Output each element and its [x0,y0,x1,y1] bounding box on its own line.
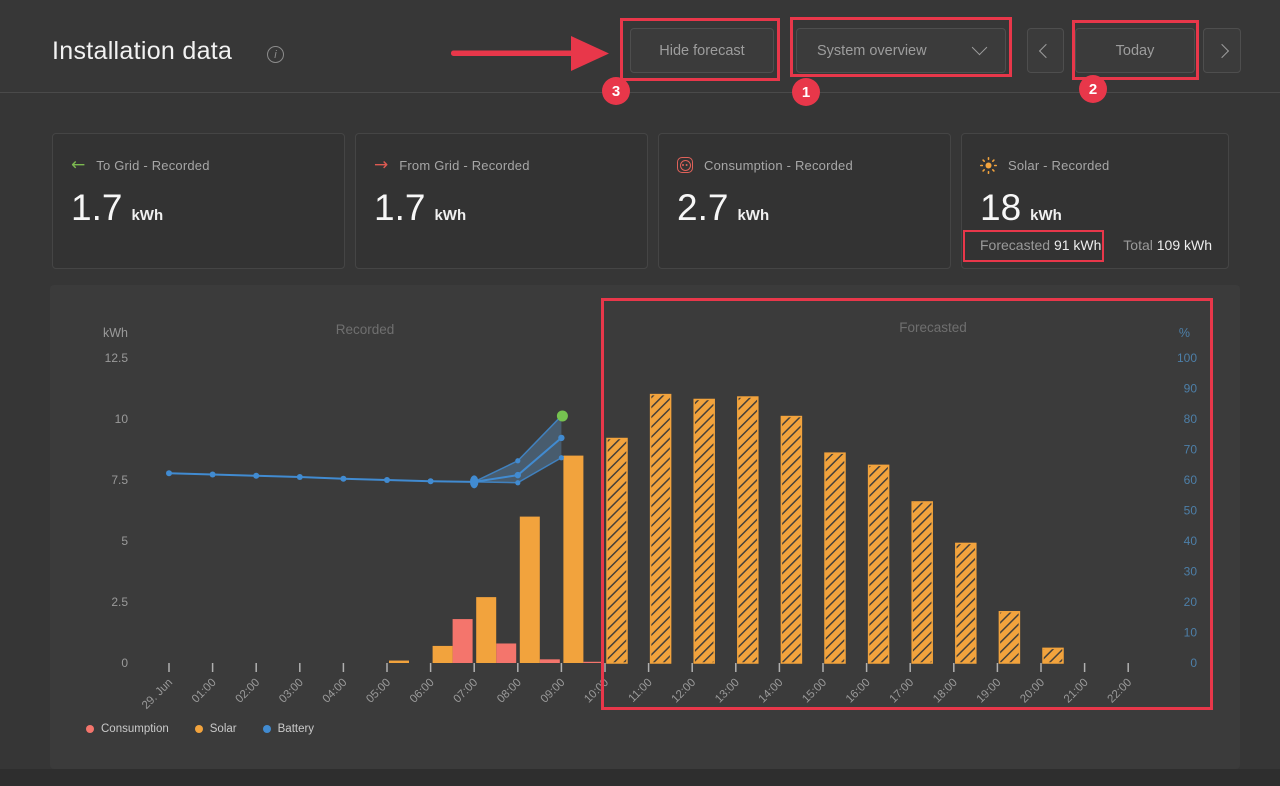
card-from-grid: → From Grid - Recorded 1.7 kWh [355,133,648,269]
card-value: 18 [980,187,1022,228]
card-label: From Grid - Recorded [399,157,530,173]
svg-text:29. Jun: 29. Jun [140,677,175,712]
card-solar: Solar - Recorded 18 kWh Forecasted 91 kW… [961,133,1229,269]
battery-dot-icon [262,725,271,733]
svg-text:17:00: 17:00 [887,677,916,706]
today-label: Today [1115,42,1155,59]
svg-text:Forecasted: Forecasted [899,320,967,335]
card-value: 1.7 [71,187,123,228]
card-unit: kWh [1030,207,1062,224]
card-unit: kWh [737,207,770,224]
svg-text:10: 10 [1184,626,1198,640]
svg-text:7.5: 7.5 [111,473,128,487]
solar-total-text: Total 109 kWh [1123,237,1212,253]
card-label: Solar - Recorded [1008,157,1110,173]
svg-text:18:00: 18:00 [931,677,960,706]
sun-icon [980,156,997,174]
next-period-button[interactable] [1203,28,1241,73]
svg-text:19:00: 19:00 [975,677,1004,706]
chevron-down-icon [971,39,988,56]
card-value: 2.7 [677,187,729,228]
today-button[interactable]: Today [1075,28,1195,73]
energy-chart-panel: kWh 12.5 10 7.5 5 2.5 0% 100 90 80 70 60 50 40 30 20 10 0… [50,285,1240,769]
header: Installation data i Hide forecast System… [0,0,1280,92]
svg-text:60: 60 [1184,473,1198,487]
legend-item-consumption[interactable]: Consumption [86,723,169,735]
arrow-right-red-icon: → [374,154,389,175]
card-consumption: Consumption - Recorded 2.7 kWh [658,133,951,269]
svg-text:22:00: 22:00 [1105,677,1134,706]
svg-text:03:00: 03:00 [277,677,306,706]
card-unit: kWh [131,207,164,224]
legend-item-solar[interactable]: Solar [194,723,237,735]
svg-text:10: 10 [115,412,129,426]
page-title: Installation data [52,37,233,65]
svg-text:20: 20 [1184,595,1198,609]
svg-text:16:00: 16:00 [844,677,873,706]
chart-legend: Consumption Solar Battery [86,723,314,735]
card-label: To Grid - Recorded [96,157,210,173]
svg-text:14:00: 14:00 [757,677,786,706]
svg-text:06:00: 06:00 [408,677,437,706]
card-value: 1.7 [374,187,426,228]
annotation-badge-3: 3 [602,77,630,105]
bottom-strip [0,769,1280,786]
svg-text:15:00: 15:00 [800,677,829,706]
hide-forecast-button[interactable]: Hide forecast [630,28,774,73]
legend-item-battery[interactable]: Battery [262,723,315,735]
annotation-badge-1: 1 [792,78,820,106]
svg-text:01:00: 01:00 [190,677,219,706]
view-selector-label: System overview [817,42,927,59]
svg-text:05:00: 05:00 [364,677,393,706]
svg-text:0: 0 [121,656,128,670]
arrow-left-green-icon: ← [71,154,86,175]
svg-text:02:00: 02:00 [233,677,262,706]
header-divider [0,92,1280,93]
legend-label: Battery [277,723,315,735]
svg-text:10:00: 10:00 [582,677,611,706]
svg-text:30: 30 [1184,565,1198,579]
view-selector-dropdown[interactable]: System overview [796,28,1006,73]
hide-forecast-label: Hide forecast [659,42,745,59]
svg-text:80: 80 [1184,412,1198,426]
svg-text:100: 100 [1177,351,1197,365]
svg-text:70: 70 [1184,443,1198,457]
svg-text:2.5: 2.5 [111,595,128,609]
card-unit: kWh [434,207,467,224]
svg-text:09:00: 09:00 [539,677,568,706]
svg-text:12:00: 12:00 [669,677,698,706]
svg-text:5: 5 [121,534,128,548]
solar-dot-icon [194,725,203,733]
svg-text:40: 40 [1184,534,1198,548]
svg-text:08:00: 08:00 [495,677,524,706]
svg-text:0: 0 [1190,656,1197,670]
solar-forecast-text: Forecasted 91 kWh [980,237,1102,253]
energy-chart-svg: kWh12.5107.552.50%1009080706050403020100… [103,320,1198,712]
card-to-grid: ← To Grid - Recorded 1.7 kWh [52,133,345,269]
svg-text:90: 90 [1184,382,1198,396]
svg-text:12.5: 12.5 [105,351,129,365]
power-outlet-icon [677,157,693,173]
consumption-dot-icon [86,725,94,733]
legend-label: Consumption [101,723,169,735]
svg-text:04:00: 04:00 [321,677,350,706]
svg-text:13:00: 13:00 [713,677,742,706]
svg-text:kWh: kWh [103,326,128,340]
info-icon[interactable]: i [267,46,284,63]
card-label: Consumption - Recorded [704,157,853,173]
svg-text:20:00: 20:00 [1018,677,1047,706]
svg-text:07:00: 07:00 [451,677,480,706]
chevron-left-icon [1038,43,1053,58]
annotation-badge-2: 2 [1079,75,1107,103]
chevron-right-icon [1214,43,1230,58]
svg-text:50: 50 [1184,504,1198,518]
svg-text:%: % [1179,326,1190,340]
svg-text:Recorded: Recorded [336,322,395,337]
previous-period-button[interactable] [1027,28,1064,73]
legend-label: Solar [209,723,237,735]
svg-text:11:00: 11:00 [626,677,654,705]
svg-text:21:00: 21:00 [1062,677,1091,706]
annotation-arrow [451,36,609,71]
